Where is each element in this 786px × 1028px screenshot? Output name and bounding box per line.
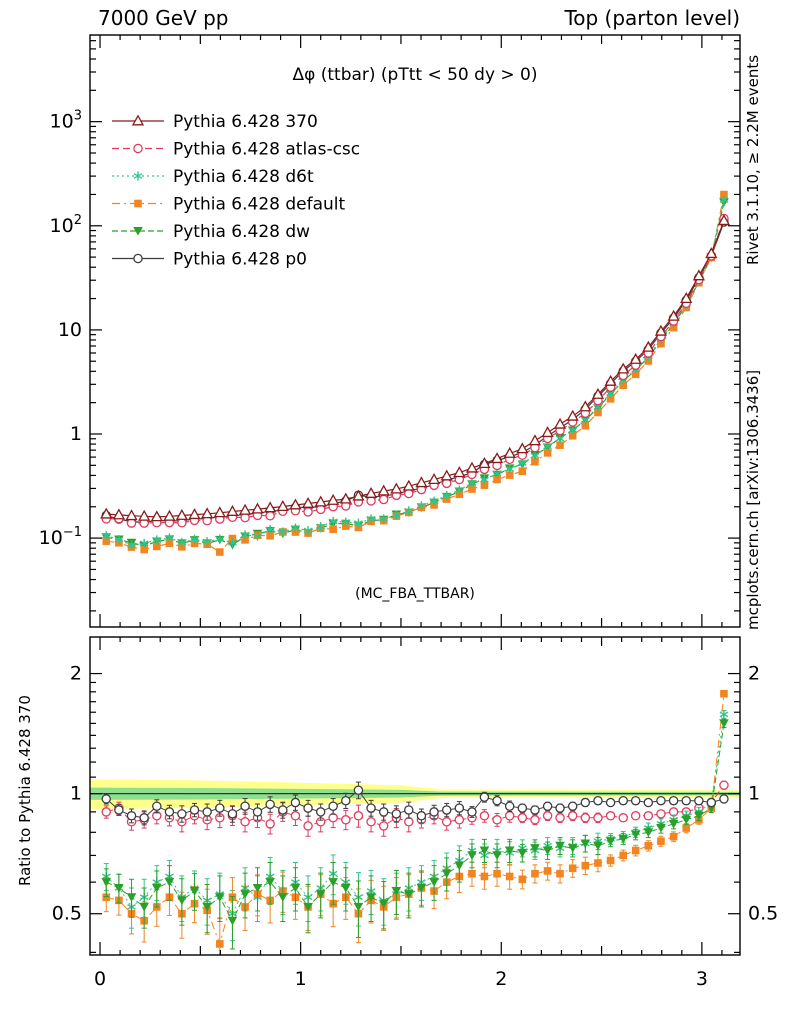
panel-frames (89, 34, 741, 956)
svg-text:10: 10 (58, 319, 82, 341)
watermark-analysis-name: (MC_FBA_TTBAR) (355, 586, 475, 602)
legend: Pythia 6.428 370 Pythia 6.428 atlas-csc Py… (112, 112, 360, 270)
legend-item-default: Pythia 6.428 default (112, 195, 346, 215)
legend-label-dw: Pythia 6.428 dw (173, 222, 310, 242)
svg-text:10−1: 10−1 (39, 525, 82, 549)
mcplots-reference-note: mcplots.cern.ch [arXiv:1306.3436] (744, 370, 762, 630)
legend-item-p0: Pythia 6.428 p0 (112, 250, 307, 270)
ratio-axis-label: Ratio to Pythia 6.428 370 (16, 695, 34, 886)
svg-text:0.5: 0.5 (52, 903, 82, 925)
legend-label-default: Pythia 6.428 default (173, 195, 346, 215)
axis-ticks (90, 35, 740, 955)
svg-text:1: 1 (295, 968, 307, 990)
svg-text:0.5: 0.5 (748, 903, 778, 925)
header-process: Top (parton level) (563, 6, 740, 30)
svg-text:1: 1 (70, 783, 82, 805)
svg-text:2: 2 (495, 968, 507, 990)
plot-title: Δφ (ttbar) (pTtt < 50 dy > 0) (292, 65, 537, 85)
svg-text:1: 1 (70, 423, 82, 445)
series-370-main (100, 214, 731, 522)
legend-label-370: Pythia 6.428 370 (173, 112, 318, 132)
ratio-series-layer (101, 689, 729, 955)
rivet-version-note: Rivet 3.1.10, ≥ 2.2M events (744, 55, 762, 265)
legend-label-d6t: Pythia 6.428 d6t (173, 167, 314, 187)
main-series-layer (100, 190, 731, 556)
svg-text:2: 2 (748, 663, 760, 685)
svg-text:1: 1 (748, 783, 760, 805)
legend-item-atlas-csc: Pythia 6.428 atlas-csc (112, 140, 360, 160)
legend-label-p0: Pythia 6.428 p0 (173, 250, 307, 270)
svg-text:3: 3 (696, 968, 708, 990)
header-beam-energy: 7000 GeV pp (98, 6, 229, 30)
legend-item-dw: Pythia 6.428 dw (112, 222, 310, 242)
legend-item-370: Pythia 6.428 370 (112, 112, 318, 132)
legend-label-atlas-csc: Pythia 6.428 atlas-csc (173, 140, 360, 160)
svg-text:0: 0 (94, 968, 106, 990)
series-p0-ratio (101, 781, 729, 826)
series-dw-ratio (101, 718, 729, 950)
legend-item-d6t: Pythia 6.428 d6t (112, 167, 314, 187)
svg-text:2: 2 (70, 663, 82, 685)
